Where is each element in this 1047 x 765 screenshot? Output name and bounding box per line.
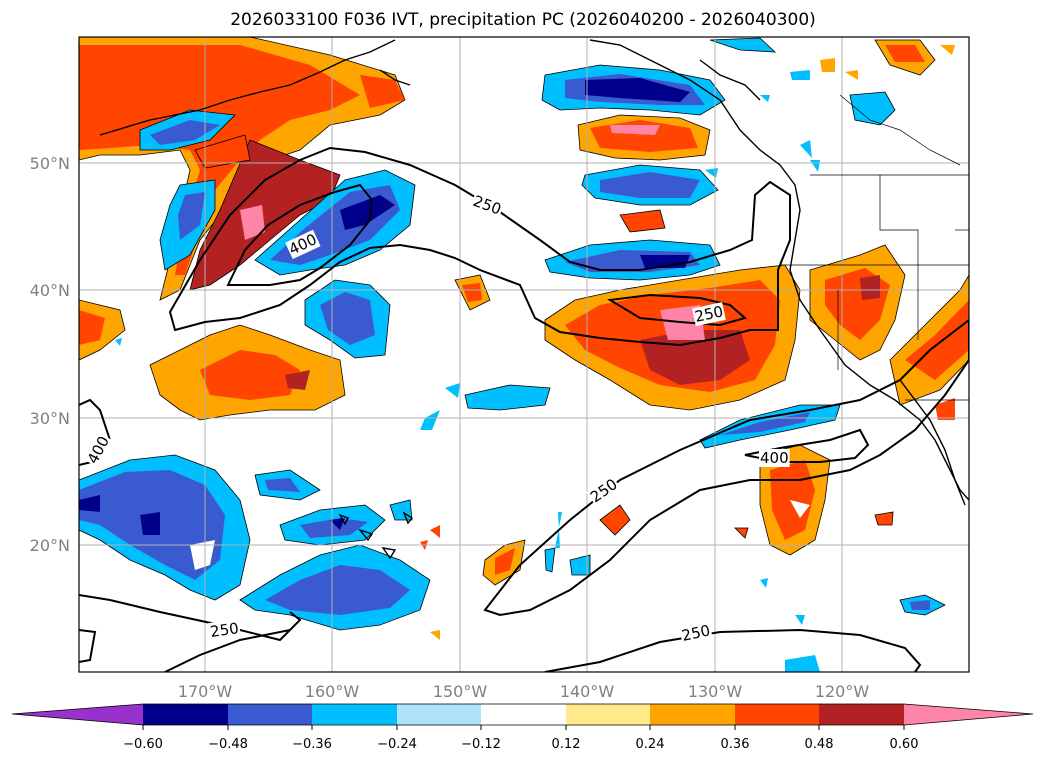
colorbar-tick-label: −0.36 xyxy=(292,737,332,752)
colorbar-bin xyxy=(735,704,819,725)
longitude-labels: 170°W 160°W 150°W 140°W 130°W 120°W xyxy=(178,682,870,701)
colorbar-bin xyxy=(143,704,228,725)
colorbar-bin xyxy=(228,704,312,725)
lon-label: 170°W xyxy=(178,682,233,701)
colorbar-tick-label: −0.60 xyxy=(123,737,163,752)
anomaly-fields xyxy=(79,37,969,672)
contour-labels: 250 400 250 400 250 400 250 250 xyxy=(83,191,790,646)
figure-title: 2026033100 F036 IVT, precipitation PC (2… xyxy=(230,10,816,30)
coastlines xyxy=(99,39,969,560)
colorbar-bin xyxy=(312,704,397,725)
contour-label: 250 xyxy=(209,619,240,641)
colorbar-tick-label: −0.12 xyxy=(461,737,501,752)
contour-label: 400 xyxy=(760,449,789,467)
contour-label: 250 xyxy=(680,621,712,645)
colorbar-bin xyxy=(481,704,566,725)
ivt-contours xyxy=(79,146,969,672)
lat-label: 30°N xyxy=(30,409,70,428)
lon-label: 140°W xyxy=(560,682,615,701)
lat-label: 20°N xyxy=(30,536,70,555)
colorbar-tick-label: 0.48 xyxy=(805,737,834,752)
contour-label: 250 xyxy=(693,302,725,326)
colorbar-tick-label: −0.24 xyxy=(377,737,417,752)
map-panel: 250 400 250 400 250 400 250 250 xyxy=(78,36,970,673)
colorbar-tick-label: 0.24 xyxy=(636,737,665,752)
colorbar-extend-low xyxy=(12,704,143,725)
colorbar-extend-high xyxy=(904,704,1033,725)
colorbar-tick-label: 0.12 xyxy=(552,737,581,752)
colorbar-bin xyxy=(566,704,650,725)
gridlines xyxy=(79,37,969,672)
colorbar-tick-label: 0.36 xyxy=(721,737,750,752)
map-frame xyxy=(78,36,970,673)
colorbar-tick-label: 0.60 xyxy=(890,737,919,752)
colorbar-tick-label: −0.48 xyxy=(208,737,248,752)
colorbar-bin xyxy=(397,704,481,725)
lon-label: 120°W xyxy=(815,682,870,701)
colorbar-bin xyxy=(819,704,904,725)
lon-label: 150°W xyxy=(433,682,488,701)
latitude-labels: 50°N 40°N 30°N 20°N xyxy=(30,154,70,555)
colorbar-labels: −0.60 −0.48 −0.36 −0.24 −0.12 0.12 0.24 … xyxy=(123,737,918,752)
lon-label: 160°W xyxy=(305,682,360,701)
colorbar-ticks xyxy=(142,725,905,730)
colorbar-bin xyxy=(650,704,735,725)
lon-label: 130°W xyxy=(688,682,743,701)
lat-label: 50°N xyxy=(30,154,70,173)
colorbar: −0.60 −0.48 −0.36 −0.24 −0.12 0.12 0.24 … xyxy=(11,703,1034,752)
lat-label: 40°N xyxy=(30,281,70,300)
